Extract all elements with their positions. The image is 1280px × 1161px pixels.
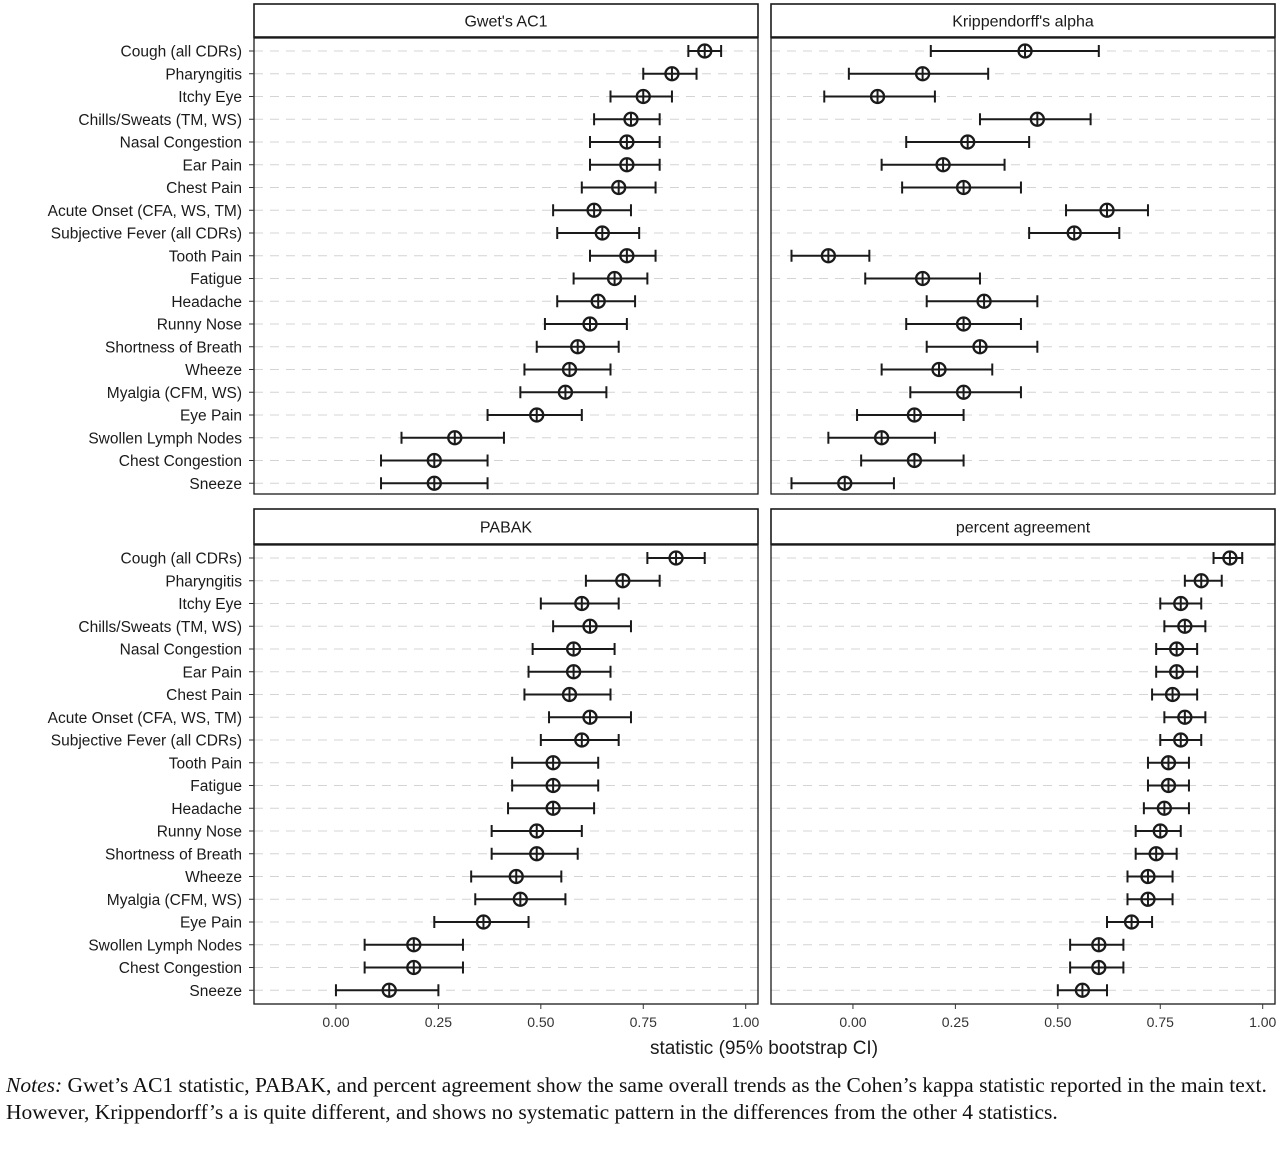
y-tick-label: Myalgia (CFM, WS) (107, 385, 242, 402)
y-tick-label: Shortness of Breath (105, 846, 242, 863)
notes-text: Gwet’s AC1 statistic, PABAK, and percent… (6, 1073, 1267, 1124)
y-tick-label: Runny Nose (157, 824, 242, 841)
y-tick-label: Cough (all CDRs) (121, 44, 242, 61)
panel-border-gwet-s-ac1 (253, 37, 759, 495)
y-tick-label: Wheeze (185, 869, 242, 886)
panel-strip-gwet-s-ac1 (253, 3, 759, 38)
y-tick-label: Eye Pain (180, 408, 242, 425)
y-tick-label: Ear Pain (183, 664, 242, 681)
x-tick-label: 0.50 (527, 1014, 554, 1030)
y-tick-label: Fatigue (190, 778, 242, 795)
y-tick-label: Subjective Fever (all CDRs) (51, 226, 242, 243)
figure-notes: Notes: Gwet’s AC1 statistic, PABAK, and … (6, 1072, 1274, 1126)
x-tick-label: 0.75 (630, 1014, 657, 1030)
x-tick-label: 1.00 (1249, 1014, 1276, 1030)
y-tick-label: Headache (171, 294, 242, 311)
y-tick-label: Chest Pain (166, 180, 242, 197)
x-tick-label: 0.00 (839, 1014, 866, 1030)
y-tick-label: Swollen Lymph Nodes (88, 430, 242, 447)
panel-border-krippendorff-s-alpha (770, 37, 1276, 495)
y-tick-label: Acute Onset (CFA, WS, TM) (48, 710, 242, 727)
x-tick-label: 0.00 (322, 1014, 349, 1030)
panel-strip-pabak (253, 508, 759, 545)
notes-label: Notes: (6, 1073, 63, 1097)
panel-border-percent-agreement (770, 544, 1276, 1005)
y-tick-label: Fatigue (190, 271, 242, 288)
forest-plot-figure: Gwet's AC1 Cough (all CDRs) Pharyngitis Itc… (48, 3, 1277, 1059)
y-tick-label: Ear Pain (183, 157, 242, 174)
y-tick-label: Chest Congestion (119, 960, 242, 977)
y-tick-label: Chest Congestion (119, 453, 242, 470)
y-tick-label: Nasal Congestion (120, 135, 242, 152)
x-tick-label: 1.00 (732, 1014, 759, 1030)
y-tick-label: Itchy Eye (178, 596, 242, 613)
x-tick-label: 0.25 (425, 1014, 452, 1030)
x-tick-label: 0.25 (942, 1014, 969, 1030)
y-tick-label: Chills/Sweats (TM, WS) (78, 112, 242, 129)
y-tick-label: Nasal Congestion (120, 642, 242, 659)
panel-title-gwet-s-ac1: Gwet's AC1 (464, 14, 547, 31)
panel-title-krippendorff-s-alpha: Krippendorff's alpha (952, 14, 1094, 31)
y-tick-label: Subjective Fever (all CDRs) (51, 733, 242, 750)
y-tick-label: Pharyngitis (165, 573, 242, 590)
panel-border-pabak (253, 544, 759, 1005)
y-tick-label: Chills/Sweats (TM, WS) (78, 619, 242, 636)
x-tick-label: 0.50 (1044, 1014, 1071, 1030)
y-tick-label: Cough (all CDRs) (121, 551, 242, 568)
y-tick-label: Acute Onset (CFA, WS, TM) (48, 203, 242, 220)
y-tick-label: Chest Pain (166, 687, 242, 704)
y-tick-label: Wheeze (185, 362, 242, 379)
panel-strip-krippendorff-s-alpha (770, 3, 1276, 38)
x-axis-title: statistic (95% bootstrap CI) (650, 1038, 878, 1059)
y-tick-label: Runny Nose (157, 317, 242, 334)
panel-title-pabak: PABAK (480, 520, 533, 537)
y-tick-label: Sneeze (189, 983, 242, 1000)
y-tick-label: Pharyngitis (165, 66, 242, 83)
y-tick-label: Swollen Lymph Nodes (88, 937, 242, 954)
y-tick-label: Tooth Pain (169, 248, 242, 265)
y-tick-label: Headache (171, 801, 242, 818)
panel-title-percent-agreement: percent agreement (956, 520, 1091, 537)
y-tick-label: Tooth Pain (169, 755, 242, 772)
y-tick-label: Myalgia (CFM, WS) (107, 892, 242, 909)
y-tick-label: Shortness of Breath (105, 339, 242, 356)
y-tick-label: Sneeze (189, 476, 242, 493)
y-tick-label: Eye Pain (180, 915, 242, 932)
y-tick-label: Itchy Eye (178, 89, 242, 106)
x-tick-label: 0.75 (1147, 1014, 1174, 1030)
panel-strip-percent-agreement (770, 508, 1276, 545)
